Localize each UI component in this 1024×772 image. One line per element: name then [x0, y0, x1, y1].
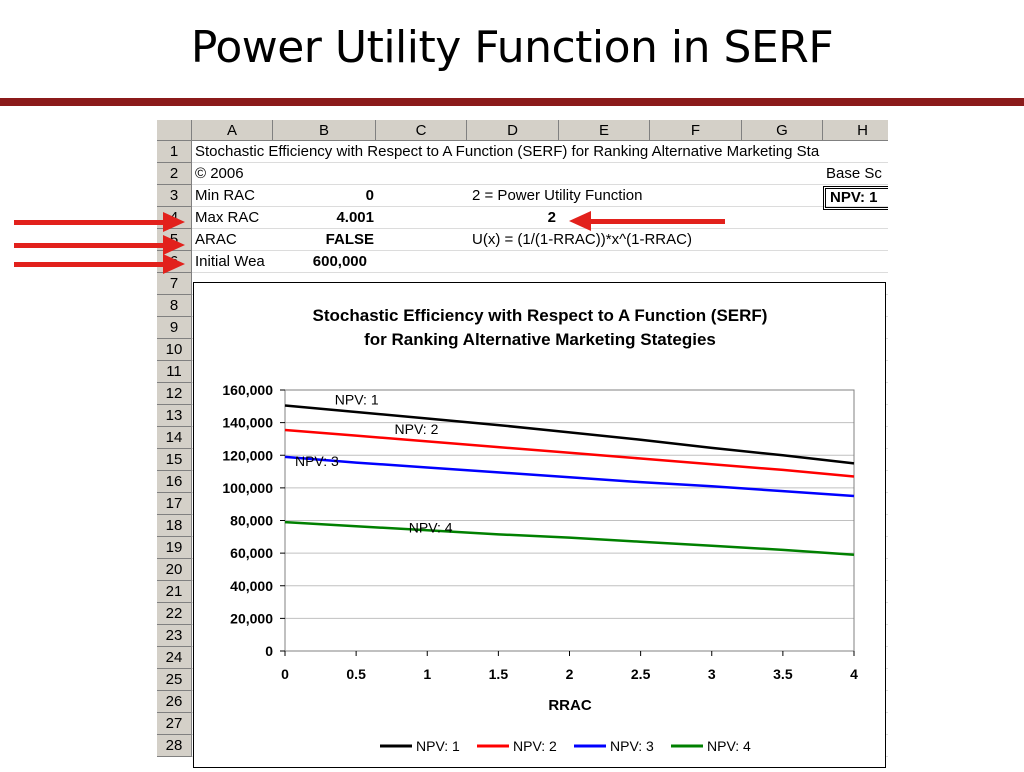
row-header-24[interactable]: 24 [157, 647, 192, 669]
row-header-14[interactable]: 14 [157, 427, 192, 449]
column-header-e[interactable]: E [559, 120, 650, 141]
row-gridline [192, 272, 888, 273]
cell-d3[interactable]: 2 = Power Utility Function [472, 187, 643, 204]
x-tick-label: 1.5 [489, 666, 509, 682]
cell-a1[interactable]: Stochastic Efficiency with Respect to A … [195, 143, 820, 160]
cell-h2[interactable]: Base Sc [826, 165, 882, 182]
row-header-15[interactable]: 15 [157, 449, 192, 471]
row-header-16[interactable]: 16 [157, 471, 192, 493]
row-header-17[interactable]: 17 [157, 493, 192, 515]
row-header-28[interactable]: 28 [157, 735, 192, 757]
x-tick-label: 2.5 [631, 666, 651, 682]
series-line-npv-3 [284, 455, 855, 498]
row-header-18[interactable]: 18 [157, 515, 192, 537]
series-line-npv-2 [284, 428, 855, 478]
column-header-g[interactable]: G [742, 120, 823, 141]
line-chart: Stochastic Efficiency with Respect to A … [222, 306, 858, 754]
series-line-npv-1 [284, 404, 855, 465]
y-tick-label: 140,000 [222, 415, 273, 431]
cell-b4[interactable]: 4.001 [336, 209, 374, 226]
column-header-h[interactable]: H [823, 120, 888, 141]
row-header-27[interactable]: 27 [157, 713, 192, 735]
slide-title: Power Utility Function in SERF [190, 22, 834, 73]
legend-label-npv-4: NPV: 4 [707, 738, 751, 754]
x-tick-label: 3.5 [773, 666, 793, 682]
row-header-3[interactable]: 3 [157, 185, 192, 207]
row-gridline [192, 228, 888, 229]
row-gridline [192, 184, 888, 185]
x-axis-label: RRAC [548, 697, 591, 714]
column-header-f[interactable]: F [650, 120, 742, 141]
cell-d5[interactable]: U(x) = (1/(1-RRAC))*x^(1-RRAC) [472, 231, 692, 248]
y-tick-label: 20,000 [230, 610, 273, 626]
cell-a3[interactable]: Min RAC [195, 187, 256, 204]
row-header-25[interactable]: 25 [157, 669, 192, 691]
y-tick-label: 0 [265, 643, 273, 659]
cell-b5[interactable]: FALSE [325, 231, 374, 248]
cell-a2[interactable]: © 2006 [195, 165, 244, 182]
y-tick-label: 60,000 [230, 545, 273, 561]
row-header-2[interactable]: 2 [157, 163, 192, 185]
x-tick-label: 0 [281, 666, 289, 682]
row-header-9[interactable]: 9 [157, 317, 192, 339]
column-header-a[interactable]: A [192, 120, 273, 141]
legend-label-npv-1: NPV: 1 [416, 738, 460, 754]
row-header-12[interactable]: 12 [157, 383, 192, 405]
x-tick-label: 0.5 [346, 666, 366, 682]
series-label-npv-3: NPV: 3 [295, 453, 339, 469]
y-tick-label: 120,000 [222, 447, 273, 463]
row-header-1[interactable]: 1 [157, 141, 192, 163]
row-header-7[interactable]: 7 [157, 273, 192, 295]
cell-a4[interactable]: Max RAC [195, 209, 260, 226]
select-all-corner[interactable] [157, 120, 192, 141]
row-header-20[interactable]: 20 [157, 559, 192, 581]
row-header-13[interactable]: 13 [157, 405, 192, 427]
x-tick-label: 4 [850, 666, 858, 682]
chart-frame[interactable]: Stochastic Efficiency with Respect to A … [193, 282, 886, 768]
series-label-npv-2: NPV: 2 [395, 421, 439, 437]
row-gridline [192, 250, 888, 251]
x-tick-label: 3 [708, 666, 716, 682]
row-header-8[interactable]: 8 [157, 295, 192, 317]
row-header-11[interactable]: 11 [157, 361, 192, 383]
legend-label-npv-3: NPV: 3 [610, 738, 654, 754]
series-label-npv-1: NPV: 1 [335, 392, 379, 408]
x-tick-label: 2 [566, 666, 574, 682]
legend-label-npv-2: NPV: 2 [513, 738, 557, 754]
row-header-23[interactable]: 23 [157, 625, 192, 647]
chart-title: Stochastic Efficiency with Respect to A … [313, 306, 768, 325]
series-line-npv-4 [284, 520, 855, 557]
title-divider [0, 98, 1024, 106]
row-gridline [192, 162, 888, 163]
row-header-26[interactable]: 26 [157, 691, 192, 713]
cell-d4[interactable]: 2 [547, 209, 556, 226]
x-tick-label: 1 [423, 666, 431, 682]
column-header-d[interactable]: D [467, 120, 559, 141]
y-tick-label: 100,000 [222, 480, 273, 496]
cell-a5[interactable]: ARAC [195, 231, 237, 248]
cell-a6[interactable]: Initial Wea [195, 253, 265, 270]
row-header-19[interactable]: 19 [157, 537, 192, 559]
row-header-22[interactable]: 22 [157, 603, 192, 625]
row-header-21[interactable]: 21 [157, 581, 192, 603]
row-header-10[interactable]: 10 [157, 339, 192, 361]
y-tick-label: 40,000 [230, 578, 273, 594]
y-tick-label: 160,000 [222, 382, 273, 398]
series-label-npv-4: NPV: 4 [409, 520, 453, 536]
row-gridline [192, 206, 888, 207]
y-tick-label: 80,000 [230, 513, 273, 529]
chart-subtitle: for Ranking Alternative Marketing Stateg… [364, 330, 716, 349]
cell-h3[interactable]: NPV: 1 [823, 186, 888, 210]
column-header-c[interactable]: C [376, 120, 467, 141]
legend: NPV: 1 NPV: 2 NPV: 3 NPV: 4 [380, 738, 751, 754]
cell-b6[interactable]: 600,000 [312, 253, 367, 270]
cell-b3[interactable]: 0 [365, 187, 374, 204]
column-header-b[interactable]: B [273, 120, 376, 141]
